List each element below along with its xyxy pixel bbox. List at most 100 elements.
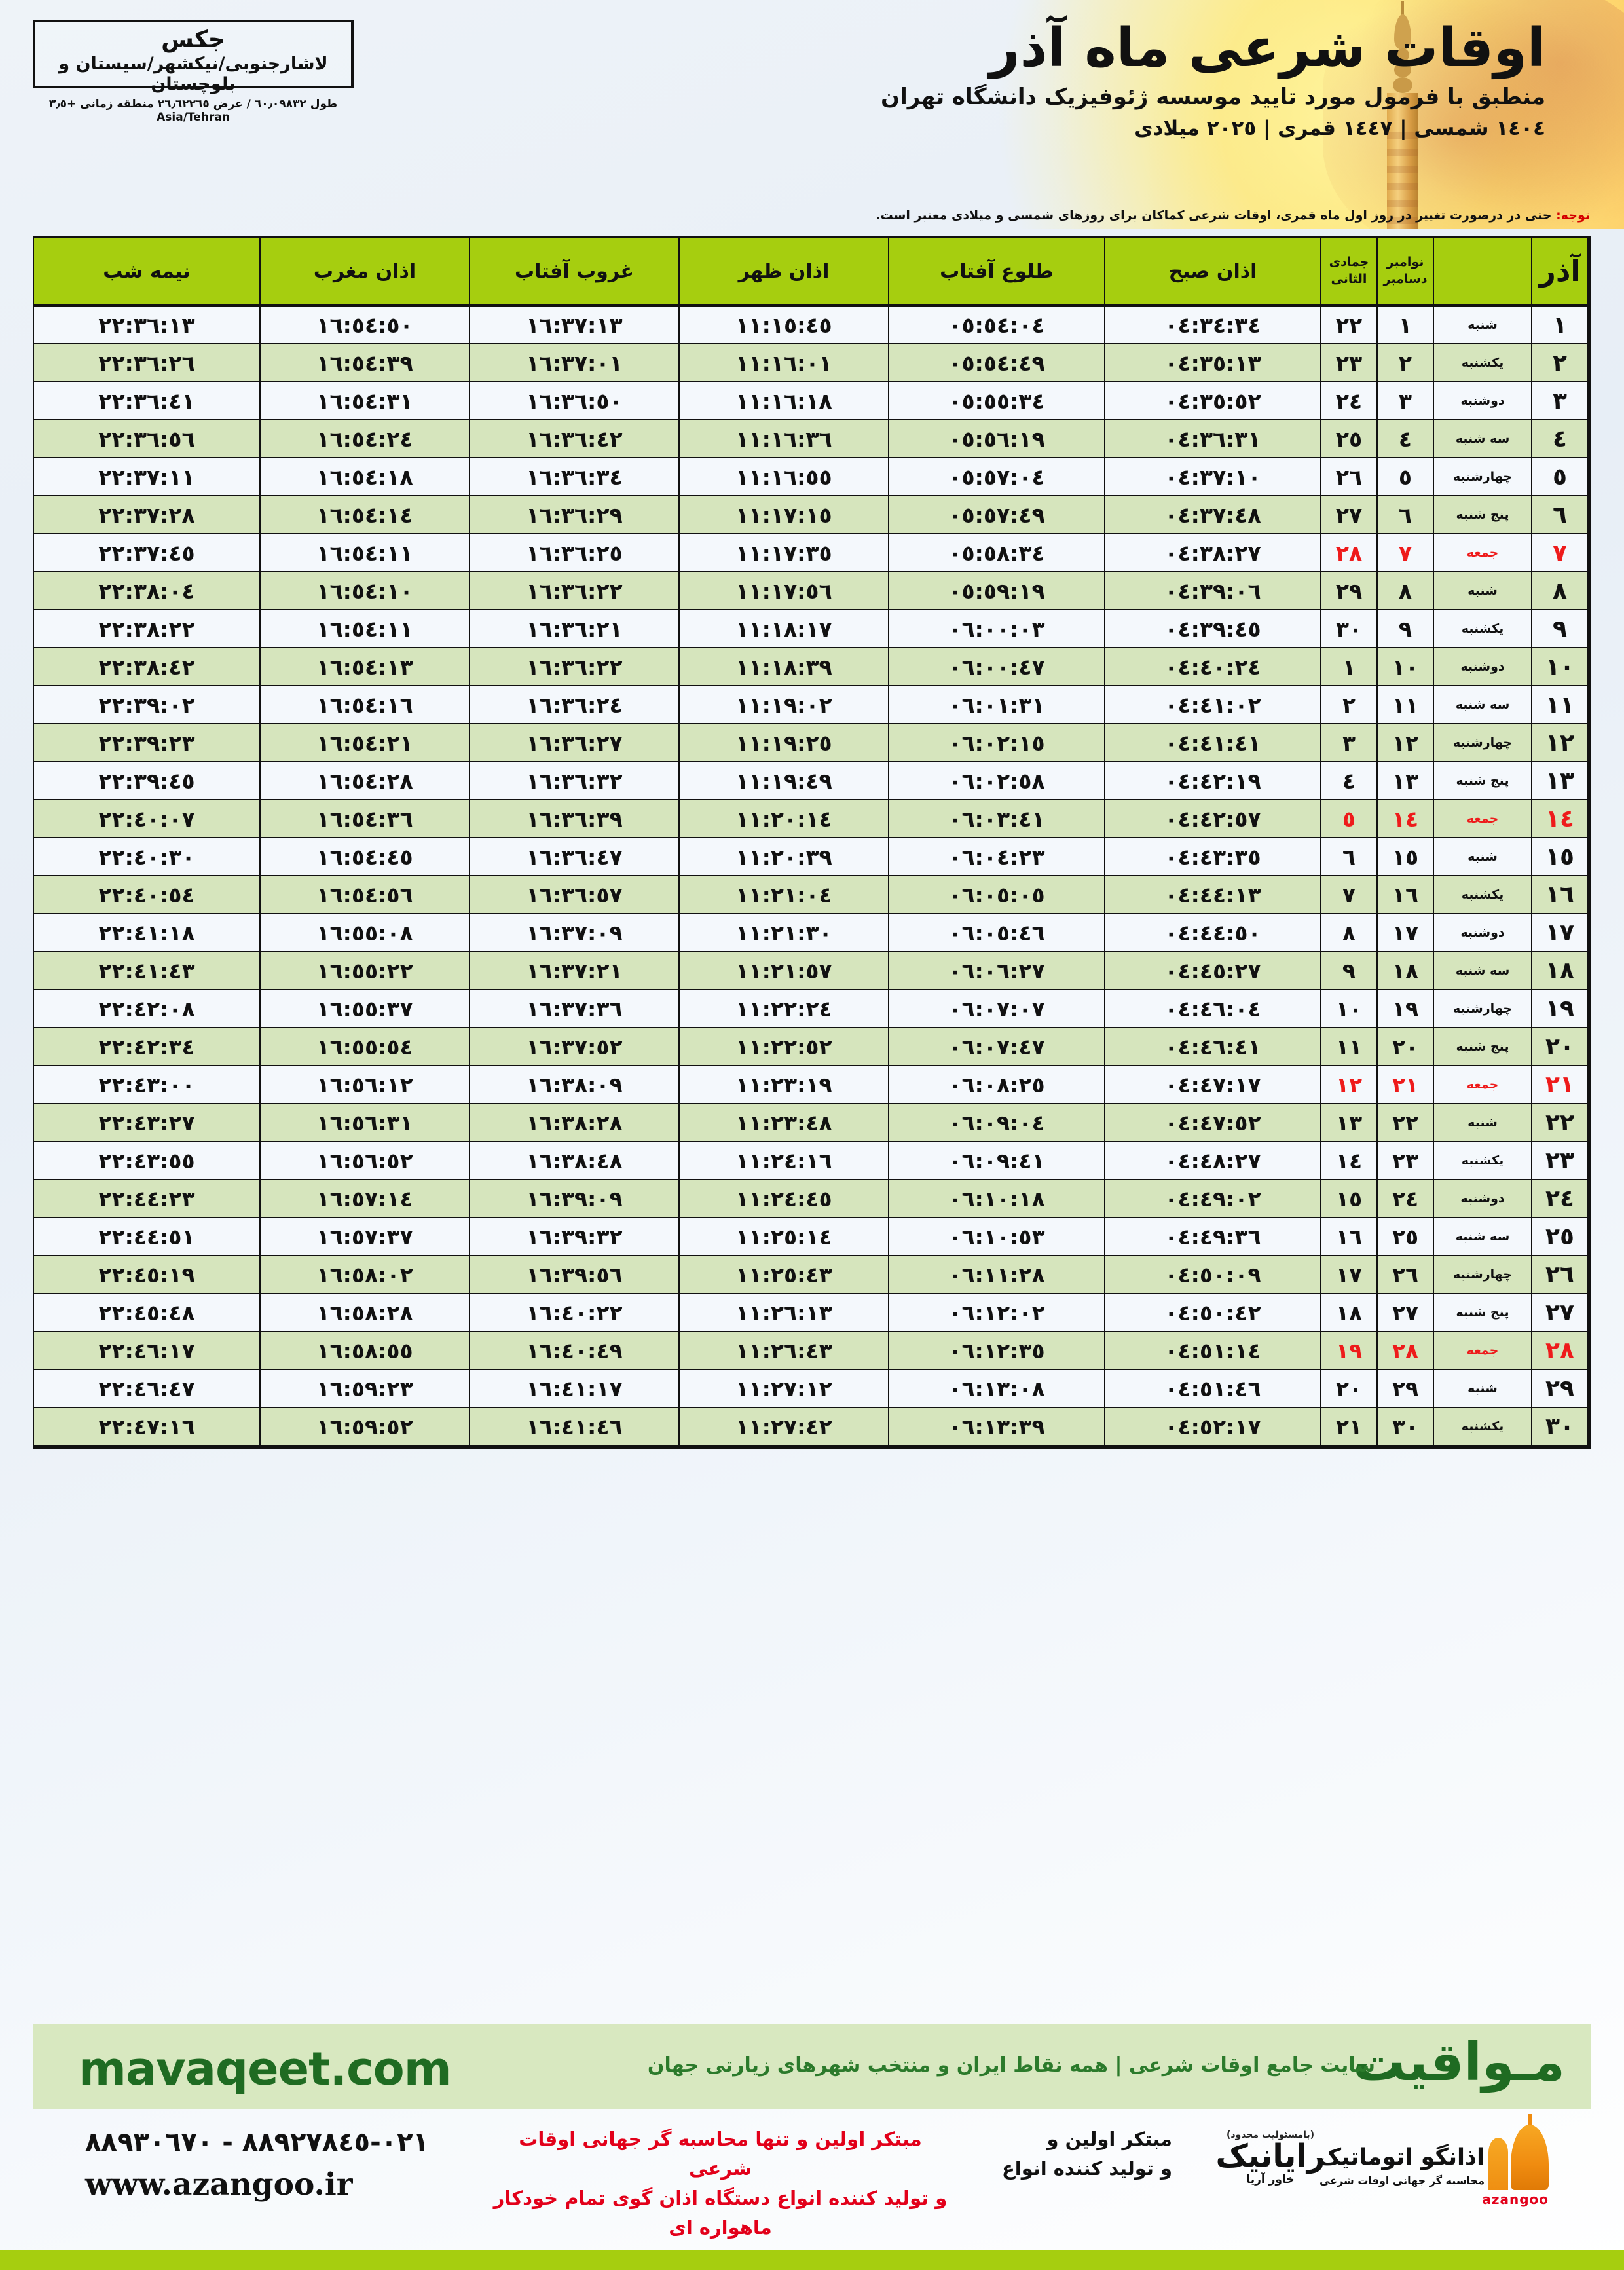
table-row: ١٤ جمعه ١٤ ٥ ٠٤:٤٢:٥٧ ٠٦:٠٣:٤١ ١١:٢٠:١٤ ١٦:٣٦:٣… <box>33 799 1589 838</box>
cell-day-number: ١٥ <box>1531 837 1589 876</box>
col-header-gregorian: نوامبر دسامبر <box>1376 238 1434 307</box>
table-row: ٢٦ چهارشنبه ٢٦ ١٧ ٠٤:٥٠:٠٩ ٠٦:١١:٢٨ ١١:٢٥:٤٣ ١٦… <box>33 1255 1589 1294</box>
col-header-maghrib: اذان مغرب <box>259 238 470 307</box>
cell-weekday: چهارشنبه <box>1433 723 1532 762</box>
cell-sunrise-time: ٠٦:١٢:٣٥ <box>888 1331 1105 1370</box>
cell-gregorian-day: ١١ <box>1376 685 1434 724</box>
footer-black-text: مبتکر اولین و و تولید کننده انواع <box>897 2125 1172 2184</box>
cell-hijri-day: ٢٠ <box>1320 1369 1378 1408</box>
col-header-fajr: اذان صبح <box>1104 238 1321 307</box>
cell-sunset-time: ١٦:٣٦:٢٥ <box>469 533 680 572</box>
cell-day-number: ٢٠ <box>1531 1027 1589 1066</box>
header-banner: اوقات شرعی ماه آذر منطبق با فرمول مورد ت… <box>0 0 1624 229</box>
cell-midnight-time: ٢٢:٤١:٤٣ <box>33 951 261 990</box>
col-header-dhuhr: اذان ظهر <box>678 238 889 307</box>
cell-gregorian-day: ١٩ <box>1376 989 1434 1028</box>
cell-midnight-time: ٢٢:٤١:١٨ <box>33 913 261 952</box>
footer-red-line-2: و تولید کننده انواع دستگاه اذان گوی تمام… <box>493 2186 948 2239</box>
cell-fajr-time: ٠٤:٤١:٤١ <box>1104 723 1321 762</box>
cell-sunrise-time: ٠٦:١٠:١٨ <box>888 1179 1105 1218</box>
cell-day-number: ٢ <box>1531 343 1589 382</box>
cell-maghrib-time: ١٦:٥٥:٥٤ <box>259 1027 470 1066</box>
cell-weekday: چهارشنبه <box>1433 1255 1532 1294</box>
cell-dhuhr-time: ١١:٢١:٣٠ <box>678 913 889 952</box>
cell-hijri-day: ١٠ <box>1320 989 1378 1028</box>
cell-hijri-day: ٢٧ <box>1320 495 1378 534</box>
cell-fajr-time: ٠٤:٣٧:٤٨ <box>1104 495 1321 534</box>
cell-day-number: ٩ <box>1531 609 1589 648</box>
cell-dhuhr-time: ١١:١٦:٥٥ <box>678 457 889 496</box>
cell-maghrib-time: ١٦:٥٤:١٨ <box>259 457 470 496</box>
note-label: توجه: <box>1556 208 1590 223</box>
cell-day-number: ٢٧ <box>1531 1293 1589 1332</box>
cell-gregorian-day: ٢١ <box>1376 1065 1434 1104</box>
cell-hijri-day: ٢٦ <box>1320 457 1378 496</box>
cell-maghrib-time: ١٦:٥٤:١١ <box>259 609 470 648</box>
cell-sunrise-time: ٠٦:٠٨:٢٥ <box>888 1065 1105 1104</box>
cell-sunset-time: ١٦:٣٦:٣٩ <box>469 799 680 838</box>
cell-midnight-time: ٢٢:٣٦:٢٦ <box>33 343 261 382</box>
cell-maghrib-time: ١٦:٥٤:١٦ <box>259 685 470 724</box>
cell-midnight-time: ٢٢:٤٤:٢٣ <box>33 1179 261 1218</box>
cell-day-number: ٢٨ <box>1531 1331 1589 1370</box>
cell-fajr-time: ٠٤:٤٦:٠٤ <box>1104 989 1321 1028</box>
cell-fajr-time: ٠٤:٤٧:١٧ <box>1104 1065 1321 1104</box>
cell-maghrib-time: ١٦:٥٥:٣٧ <box>259 989 470 1028</box>
cell-midnight-time: ٢٢:٤٣:٥٥ <box>33 1141 261 1180</box>
cell-gregorian-day: ٢٦ <box>1376 1255 1434 1294</box>
cell-fajr-time: ٠٤:٤٩:٠٢ <box>1104 1179 1321 1218</box>
cell-dhuhr-time: ١١:٢٧:٤٢ <box>678 1407 889 1446</box>
cell-fajr-time: ٠٤:٥٠:٠٩ <box>1104 1255 1321 1294</box>
rayaneek-logo: (بامسئولیت محدود) رایانیک خاور آریا <box>1189 2130 1352 2202</box>
cell-sunset-time: ١٦:٣٩:٣٢ <box>469 1217 680 1256</box>
cell-maghrib-time: ١٦:٥٨:٠٢ <box>259 1255 470 1294</box>
cell-weekday: جمعه <box>1433 1065 1532 1104</box>
cell-day-number: ١٠ <box>1531 647 1589 686</box>
cell-dhuhr-time: ١١:٢٠:٣٩ <box>678 837 889 876</box>
cell-sunset-time: ١٦:٣٦:٥٧ <box>469 875 680 914</box>
cell-sunrise-time: ٠٦:١٣:٠٨ <box>888 1369 1105 1408</box>
cell-day-number: ٢٢ <box>1531 1103 1589 1142</box>
cell-sunset-time: ١٦:٣٦:٢٢ <box>469 647 680 686</box>
cell-gregorian-day: ١٨ <box>1376 951 1434 990</box>
cell-fajr-time: ٠٤:٤٠:٢٤ <box>1104 647 1321 686</box>
cell-sunset-time: ١٦:٣٦:٢١ <box>469 609 680 648</box>
table-row: ٢٥ سه شنبه ٢٥ ١٦ ٠٤:٤٩:٣٦ ٠٦:١٠:٥٣ ١١:٢٥:١٤ ١٦:… <box>33 1217 1589 1256</box>
cell-sunset-time: ١٦:٣٦:٢٤ <box>469 685 680 724</box>
cell-midnight-time: ٢٢:٤٥:١٩ <box>33 1255 261 1294</box>
cell-fajr-time: ٠٤:٣٩:٠٦ <box>1104 571 1321 610</box>
table-row: ٥ چهارشنبه ٥ ٢٦ ٠٤:٣٧:١٠ ٠٥:٥٧:٠٤ ١١:١٦:٥٥ ١٦:٣… <box>33 457 1589 496</box>
cell-maghrib-time: ١٦:٥٤:٥٦ <box>259 875 470 914</box>
cell-gregorian-day: ١٥ <box>1376 837 1434 876</box>
cell-hijri-day: ٢ <box>1320 685 1378 724</box>
cell-maghrib-time: ١٦:٥٤:٥٠ <box>259 305 470 344</box>
cell-day-number: ١٨ <box>1531 951 1589 990</box>
location-coordinates: طول ٦٠٫٠٩٨٣٢ / عرض ٢٦٫٦٢٢٦٥ منطقه زمانی … <box>48 97 338 124</box>
footer-brand-name: مـواقیت <box>1352 2032 1565 2093</box>
cell-sunset-time: ١٦:٣٦:٢٩ <box>469 495 680 534</box>
cell-sunrise-time: ٠٦:١١:٢٨ <box>888 1255 1105 1294</box>
cell-midnight-time: ٢٢:٣٨:٢٢ <box>33 609 261 648</box>
cell-weekday: چهارشنبه <box>1433 457 1532 496</box>
cell-hijri-day: ٢٥ <box>1320 419 1378 458</box>
cell-sunrise-time: ٠٥:٥٤:٠٤ <box>888 305 1105 344</box>
table-row: ٨ شنبه ٨ ٢٩ ٠٤:٣٩:٠٦ ٠٥:٥٩:١٩ ١١:١٧:٥٦ ١٦:٣٦:٢٢… <box>33 571 1589 610</box>
cell-day-number: ٢١ <box>1531 1065 1589 1104</box>
cell-hijri-day: ٢٨ <box>1320 533 1378 572</box>
cell-midnight-time: ٢٢:٣٧:٢٨ <box>33 495 261 534</box>
cell-fajr-time: ٠٤:٥٢:١٧ <box>1104 1407 1321 1446</box>
cell-weekday: دوشنبه <box>1433 381 1532 420</box>
footer-website[interactable]: www.azangoo.ir <box>85 2167 353 2203</box>
cell-midnight-time: ٢٢:٤٧:١٦ <box>33 1407 261 1446</box>
cell-weekday: چهارشنبه <box>1433 989 1532 1028</box>
cell-sunset-time: ١٦:٣٦:٥٠ <box>469 381 680 420</box>
cell-dhuhr-time: ١١:٢٧:١٢ <box>678 1369 889 1408</box>
cell-sunset-time: ١٦:٣٦:٢٢ <box>469 571 680 610</box>
footer-domain[interactable]: mavaqeet.com <box>79 2042 452 2096</box>
col-header-weekday <box>1433 238 1532 307</box>
cell-maghrib-time: ١٦:٥٨:٥٥ <box>259 1331 470 1370</box>
table-row: ٣٠ یکشنبه ٣٠ ٢١ ٠٤:٥٢:١٧ ٠٦:١٣:٣٩ ١١:٢٧:٤٢ ١٦:٤… <box>33 1407 1589 1446</box>
cell-fajr-time: ٠٤:٣٨:٢٧ <box>1104 533 1321 572</box>
cell-day-number: ١٩ <box>1531 989 1589 1028</box>
